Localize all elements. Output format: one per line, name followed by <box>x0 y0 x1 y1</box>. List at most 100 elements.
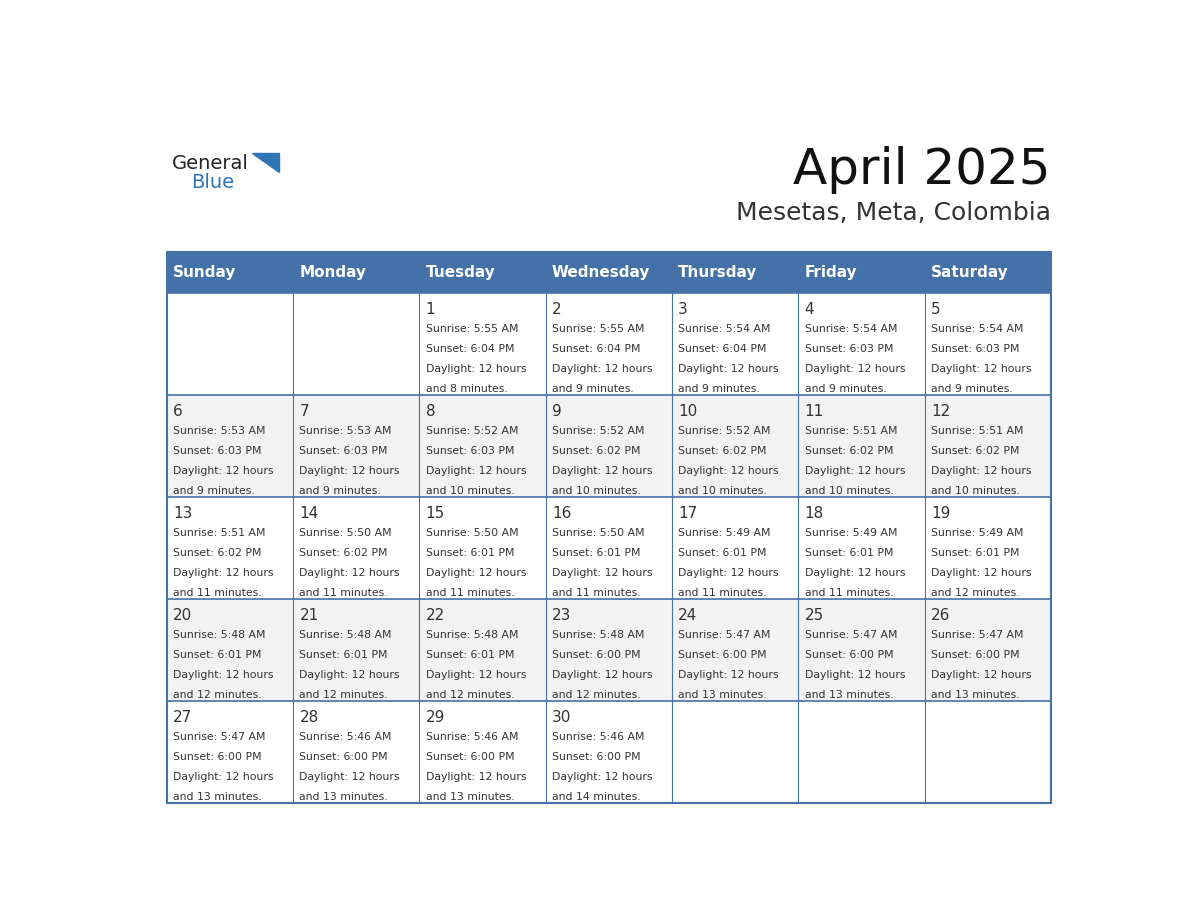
Text: Sunrise: 5:47 AM: Sunrise: 5:47 AM <box>804 631 897 641</box>
Text: April 2025: April 2025 <box>794 146 1051 195</box>
Text: Sunrise: 5:51 AM: Sunrise: 5:51 AM <box>931 426 1023 436</box>
Text: 17: 17 <box>678 506 697 521</box>
Text: Sunset: 6:03 PM: Sunset: 6:03 PM <box>425 446 514 456</box>
Bar <box>672 497 798 599</box>
Bar <box>798 497 924 599</box>
Text: Sunset: 6:02 PM: Sunset: 6:02 PM <box>552 446 640 456</box>
Text: 23: 23 <box>552 608 571 623</box>
Text: 29: 29 <box>425 710 446 725</box>
Text: and 9 minutes.: and 9 minutes. <box>678 384 760 394</box>
Text: and 10 minutes.: and 10 minutes. <box>552 486 640 496</box>
Text: and 10 minutes.: and 10 minutes. <box>425 486 514 496</box>
Text: Sunrise: 5:51 AM: Sunrise: 5:51 AM <box>804 426 897 436</box>
Text: and 11 minutes.: and 11 minutes. <box>804 588 893 598</box>
Bar <box>166 252 293 293</box>
Bar <box>419 395 545 497</box>
Text: Sunset: 6:03 PM: Sunset: 6:03 PM <box>804 344 893 354</box>
Bar <box>293 395 419 497</box>
Text: Thursday: Thursday <box>678 264 758 279</box>
Text: Daylight: 12 hours: Daylight: 12 hours <box>425 364 526 374</box>
Text: and 11 minutes.: and 11 minutes. <box>678 588 767 598</box>
Bar <box>672 252 798 293</box>
Text: Daylight: 12 hours: Daylight: 12 hours <box>678 568 779 578</box>
Text: Daylight: 12 hours: Daylight: 12 hours <box>552 466 652 476</box>
Text: and 9 minutes.: and 9 minutes. <box>804 384 886 394</box>
Text: Daylight: 12 hours: Daylight: 12 hours <box>299 568 400 578</box>
Bar <box>166 700 293 803</box>
Bar <box>798 395 924 497</box>
Text: 21: 21 <box>299 608 318 623</box>
Text: 19: 19 <box>931 506 950 521</box>
Bar <box>545 700 672 803</box>
Text: Wednesday: Wednesday <box>552 264 650 279</box>
Text: Sunset: 6:02 PM: Sunset: 6:02 PM <box>299 548 388 558</box>
Text: Daylight: 12 hours: Daylight: 12 hours <box>678 466 779 476</box>
Text: and 9 minutes.: and 9 minutes. <box>931 384 1012 394</box>
Text: 18: 18 <box>804 506 823 521</box>
Bar <box>166 395 293 497</box>
Text: 27: 27 <box>173 710 192 725</box>
Text: Daylight: 12 hours: Daylight: 12 hours <box>299 466 400 476</box>
Text: Daylight: 12 hours: Daylight: 12 hours <box>299 772 400 782</box>
Bar <box>798 599 924 700</box>
Text: 26: 26 <box>931 608 950 623</box>
Text: Sunrise: 5:50 AM: Sunrise: 5:50 AM <box>552 529 645 538</box>
Polygon shape <box>252 152 279 173</box>
Text: 30: 30 <box>552 710 571 725</box>
Text: Daylight: 12 hours: Daylight: 12 hours <box>425 670 526 680</box>
Text: Sunset: 6:01 PM: Sunset: 6:01 PM <box>173 650 261 660</box>
Bar <box>545 252 672 293</box>
Text: Monday: Monday <box>299 264 366 279</box>
Text: Sunrise: 5:48 AM: Sunrise: 5:48 AM <box>552 631 645 641</box>
Bar <box>798 293 924 395</box>
Bar <box>672 395 798 497</box>
Text: 5: 5 <box>931 302 941 317</box>
Text: Daylight: 12 hours: Daylight: 12 hours <box>552 772 652 782</box>
Text: 6: 6 <box>173 404 183 419</box>
Text: Sunset: 6:00 PM: Sunset: 6:00 PM <box>552 650 640 660</box>
Text: 15: 15 <box>425 506 446 521</box>
Text: Sunset: 6:00 PM: Sunset: 6:00 PM <box>931 650 1019 660</box>
Text: Sunset: 6:03 PM: Sunset: 6:03 PM <box>931 344 1019 354</box>
Text: and 14 minutes.: and 14 minutes. <box>552 792 640 802</box>
Bar <box>293 599 419 700</box>
Text: Sunrise: 5:47 AM: Sunrise: 5:47 AM <box>931 631 1023 641</box>
Text: Daylight: 12 hours: Daylight: 12 hours <box>931 670 1031 680</box>
Text: Sunrise: 5:53 AM: Sunrise: 5:53 AM <box>173 426 266 436</box>
Text: Sunrise: 5:48 AM: Sunrise: 5:48 AM <box>425 631 518 641</box>
Text: Sunrise: 5:47 AM: Sunrise: 5:47 AM <box>678 631 771 641</box>
Text: 16: 16 <box>552 506 571 521</box>
Bar <box>672 293 798 395</box>
Bar <box>166 252 1051 803</box>
Text: and 11 minutes.: and 11 minutes. <box>552 588 640 598</box>
Text: Sunset: 6:03 PM: Sunset: 6:03 PM <box>173 446 261 456</box>
Bar <box>924 293 1051 395</box>
Text: Sunrise: 5:54 AM: Sunrise: 5:54 AM <box>804 324 897 334</box>
Text: and 11 minutes.: and 11 minutes. <box>425 588 514 598</box>
Text: and 8 minutes.: and 8 minutes. <box>425 384 507 394</box>
Text: 13: 13 <box>173 506 192 521</box>
Text: Sunrise: 5:52 AM: Sunrise: 5:52 AM <box>552 426 645 436</box>
Text: 10: 10 <box>678 404 697 419</box>
Text: Daylight: 12 hours: Daylight: 12 hours <box>173 670 273 680</box>
Bar <box>293 293 419 395</box>
Text: and 13 minutes.: and 13 minutes. <box>931 690 1019 700</box>
Text: Sunrise: 5:52 AM: Sunrise: 5:52 AM <box>425 426 518 436</box>
Bar <box>419 700 545 803</box>
Text: Sunrise: 5:50 AM: Sunrise: 5:50 AM <box>425 529 518 538</box>
Text: Sunset: 6:04 PM: Sunset: 6:04 PM <box>678 344 766 354</box>
Text: Sunrise: 5:54 AM: Sunrise: 5:54 AM <box>931 324 1023 334</box>
Bar <box>924 599 1051 700</box>
Text: Daylight: 12 hours: Daylight: 12 hours <box>425 466 526 476</box>
Text: Sunset: 6:00 PM: Sunset: 6:00 PM <box>299 753 388 762</box>
Bar <box>924 497 1051 599</box>
Text: Sunset: 6:00 PM: Sunset: 6:00 PM <box>425 753 514 762</box>
Text: 8: 8 <box>425 404 435 419</box>
Text: Blue: Blue <box>191 173 234 192</box>
Text: Daylight: 12 hours: Daylight: 12 hours <box>552 568 652 578</box>
Text: 24: 24 <box>678 608 697 623</box>
Text: Tuesday: Tuesday <box>425 264 495 279</box>
Text: Sunset: 6:00 PM: Sunset: 6:00 PM <box>552 753 640 762</box>
Text: Sunset: 6:04 PM: Sunset: 6:04 PM <box>425 344 514 354</box>
Text: 12: 12 <box>931 404 950 419</box>
